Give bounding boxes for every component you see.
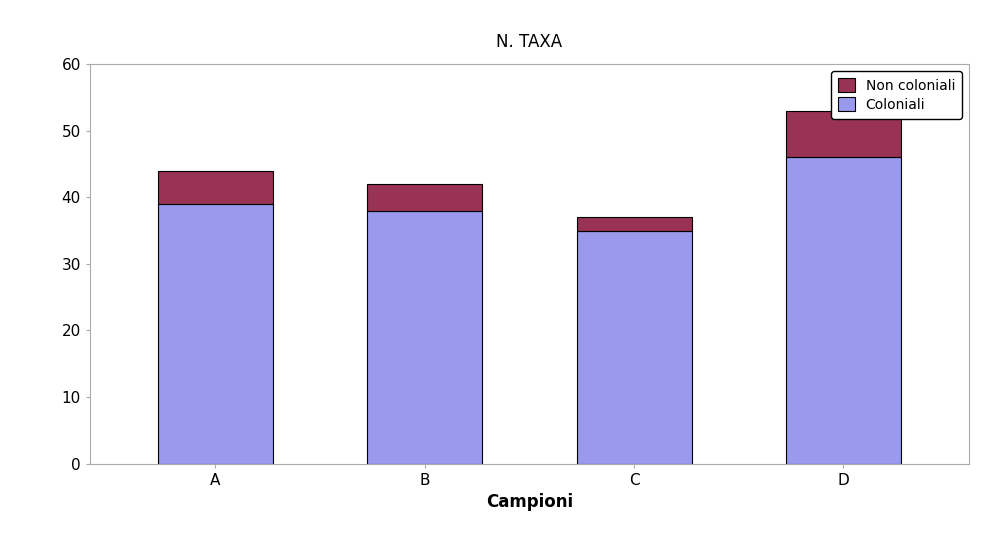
- Bar: [368, 184, 483, 211]
- Bar: [576, 217, 691, 230]
- Bar: [576, 230, 691, 464]
- Bar: [786, 157, 901, 464]
- Title: N. TAXA: N. TAXA: [497, 33, 562, 51]
- Bar: [368, 211, 483, 464]
- Bar: [786, 111, 901, 157]
- Bar: [158, 171, 273, 204]
- Bar: [158, 204, 273, 464]
- X-axis label: Campioni: Campioni: [486, 494, 573, 511]
- Legend: Non coloniali, Coloniali: Non coloniali, Coloniali: [831, 71, 962, 118]
